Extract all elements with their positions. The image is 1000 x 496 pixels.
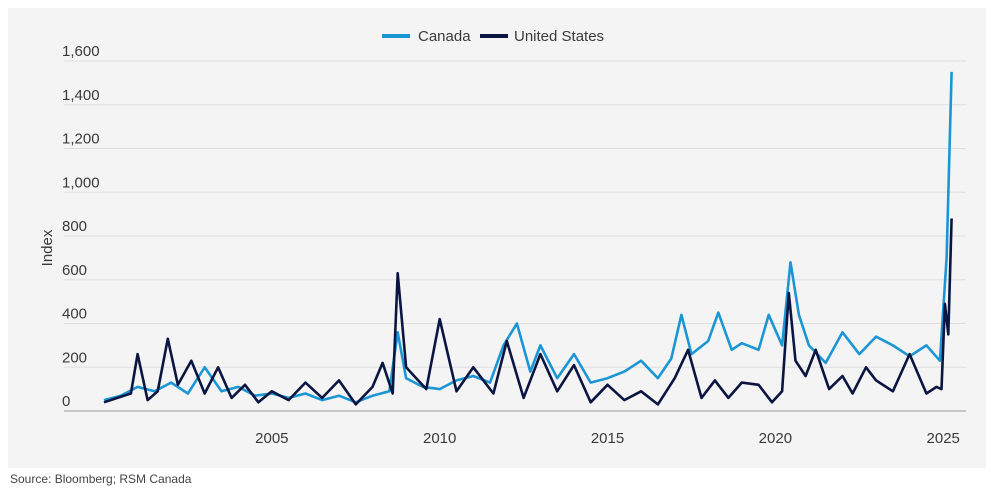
y-axis-ticks: 0 200 400 600 800 1,000 1,200 1,400 1,600 bbox=[62, 43, 100, 410]
y-tick-label: 1,400 bbox=[62, 87, 100, 104]
series-line-united-states bbox=[103, 218, 953, 406]
x-tick-label: 2015 bbox=[591, 430, 624, 447]
legend-label-united-states: United States bbox=[514, 28, 604, 45]
y-axis-title: Index bbox=[39, 229, 56, 266]
legend-label-canada: Canada bbox=[418, 28, 471, 45]
source-note: Source: Bloomberg; RSM Canada bbox=[10, 472, 192, 486]
y-tick-label: 1,200 bbox=[62, 131, 100, 148]
series-lines bbox=[103, 71, 953, 406]
x-tick-label: 2025 bbox=[927, 430, 960, 447]
x-tick-label: 2005 bbox=[255, 430, 288, 447]
y-tick-label: 1,600 bbox=[62, 43, 100, 60]
x-axis-ticks: 2005 2010 2015 2020 2025 bbox=[255, 430, 960, 447]
legend: Canada United States bbox=[382, 28, 604, 45]
x-tick-label: 2020 bbox=[759, 430, 792, 447]
y-tick-label: 600 bbox=[62, 262, 87, 279]
gridlines bbox=[64, 60, 966, 412]
y-tick-label: 400 bbox=[62, 306, 87, 323]
y-tick-label: 1,000 bbox=[62, 174, 100, 191]
y-tick-label: 800 bbox=[62, 218, 87, 235]
chart-panel: 0 200 400 600 800 1,000 1,200 1,400 1,600 2005 20… bbox=[8, 8, 986, 468]
x-tick-label: 2010 bbox=[423, 430, 456, 447]
series-line-canada bbox=[103, 71, 953, 404]
y-tick-label: 200 bbox=[62, 349, 87, 366]
y-tick-label: 0 bbox=[62, 393, 70, 410]
